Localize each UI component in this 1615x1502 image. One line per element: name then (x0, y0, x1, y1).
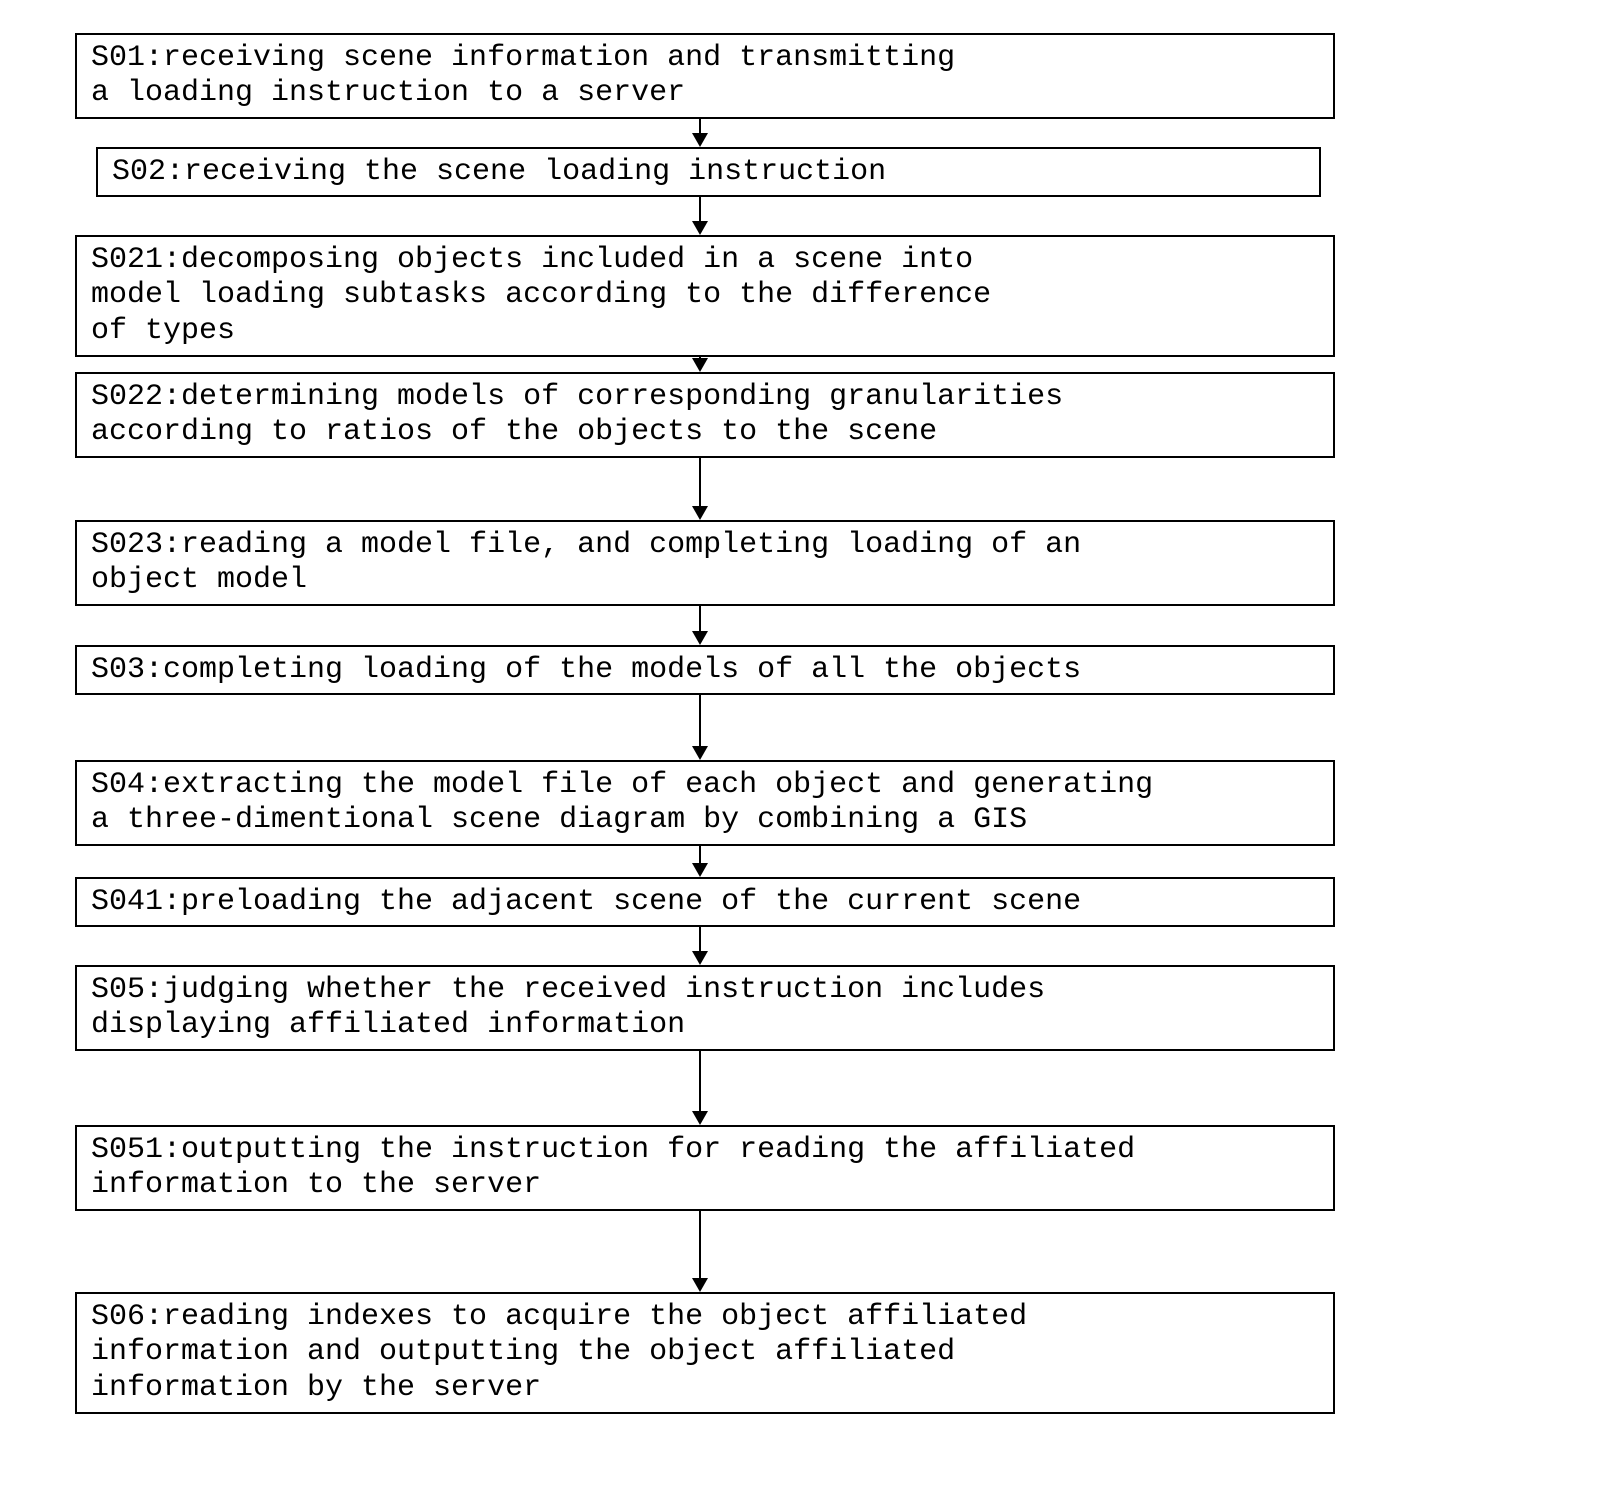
flowchart-node-text: S021:decomposing objects included in a s… (91, 243, 991, 349)
flowchart-arrow-line (699, 197, 701, 221)
flowchart-arrow-head-icon (692, 631, 708, 645)
flowchart-arrow-line (699, 695, 701, 746)
flowchart-arrow-line (699, 606, 701, 631)
flowchart-arrow-head-icon (692, 221, 708, 235)
flowchart-node-text: S05:judging whether the received instruc… (91, 973, 1045, 1044)
flowchart-node-s01: S01:receiving scene information and tran… (75, 33, 1335, 119)
flowchart-node-s051: S051:outputting the instruction for read… (75, 1125, 1335, 1211)
flowchart-node-text: S01:receiving scene information and tran… (91, 41, 955, 112)
flowchart-node-s06: S06:reading indexes to acquire the objec… (75, 1292, 1335, 1414)
flowchart-node-s03: S03:completing loading of the models of … (75, 645, 1335, 695)
flowchart-node-s04: S04:extracting the model file of each ob… (75, 760, 1335, 846)
flowchart-arrow-line (699, 927, 701, 951)
flowchart-node-s05: S05:judging whether the received instruc… (75, 965, 1335, 1051)
flowchart-node-text: S06:reading indexes to acquire the objec… (91, 1300, 1027, 1406)
flowchart-canvas: S01:receiving scene information and tran… (0, 0, 1615, 1502)
flowchart-node-text: S02:receiving the scene loading instruct… (112, 155, 886, 190)
flowchart-arrow-head-icon (692, 506, 708, 520)
flowchart-arrow-head-icon (692, 863, 708, 877)
flowchart-arrow-head-icon (692, 746, 708, 760)
flowchart-node-text: S041:preloading the adjacent scene of th… (91, 885, 1081, 920)
flowchart-node-s041: S041:preloading the adjacent scene of th… (75, 877, 1335, 927)
flowchart-arrow-head-icon (692, 951, 708, 965)
flowchart-arrow-head-icon (692, 1111, 708, 1125)
flowchart-arrow-line (699, 1051, 701, 1111)
flowchart-arrow-line (699, 846, 701, 863)
flowchart-node-text: S04:extracting the model file of each ob… (91, 768, 1153, 839)
flowchart-node-text: S023:reading a model file, and completin… (91, 528, 1081, 599)
flowchart-arrow-line (699, 458, 701, 506)
flowchart-node-s023: S023:reading a model file, and completin… (75, 520, 1335, 606)
flowchart-arrow-line (699, 119, 701, 133)
flowchart-node-s021: S021:decomposing objects included in a s… (75, 235, 1335, 357)
flowchart-node-text: S022:determining models of corresponding… (91, 380, 1063, 451)
flowchart-arrow-line (699, 1211, 701, 1278)
flowchart-arrow-head-icon (692, 1278, 708, 1292)
flowchart-node-text: S03:completing loading of the models of … (91, 653, 1081, 688)
flowchart-arrow-head-icon (692, 358, 708, 372)
flowchart-node-s022: S022:determining models of corresponding… (75, 372, 1335, 458)
flowchart-node-text: S051:outputting the instruction for read… (91, 1133, 1135, 1204)
flowchart-arrow-head-icon (692, 133, 708, 147)
flowchart-node-s02: S02:receiving the scene loading instruct… (96, 147, 1321, 197)
